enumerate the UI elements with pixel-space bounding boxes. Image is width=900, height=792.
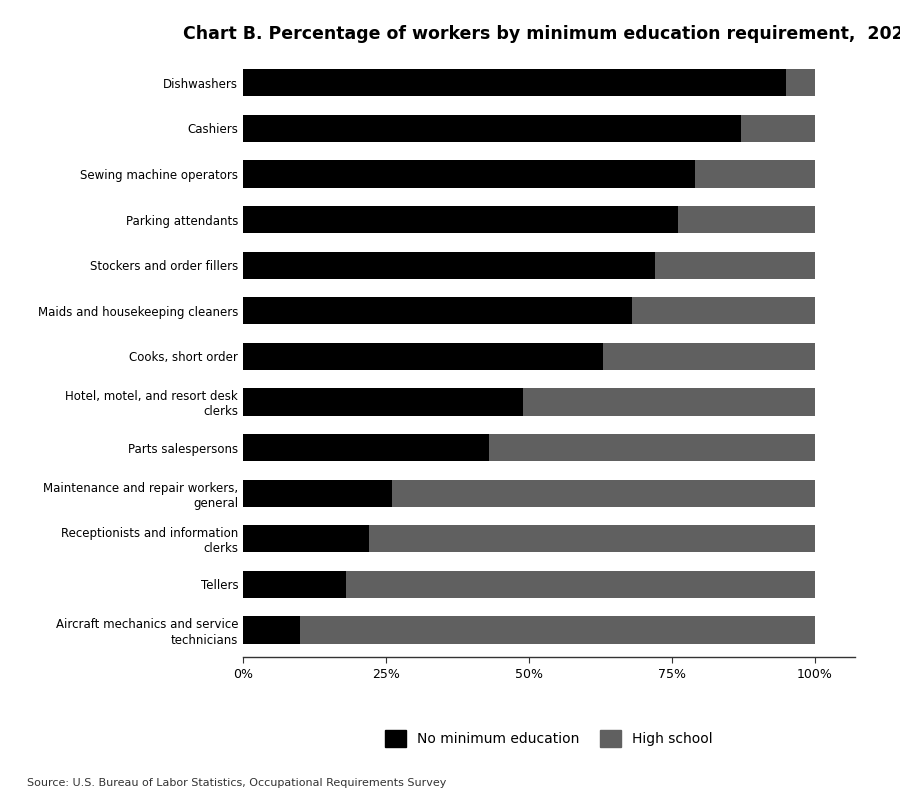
Bar <box>741 115 815 142</box>
Bar <box>603 343 815 370</box>
Bar <box>695 160 815 188</box>
Bar <box>243 388 523 416</box>
Bar <box>243 160 695 188</box>
Bar <box>523 388 815 416</box>
Bar <box>243 297 632 325</box>
Bar <box>489 434 815 461</box>
Bar <box>243 434 489 461</box>
Bar <box>369 525 815 553</box>
Bar <box>243 571 346 598</box>
Bar <box>243 479 392 507</box>
Bar <box>243 115 741 142</box>
Bar <box>392 479 815 507</box>
Bar <box>243 206 678 234</box>
Bar <box>346 571 815 598</box>
Bar <box>787 69 815 97</box>
Bar <box>655 252 815 279</box>
Legend: No minimum education, High school: No minimum education, High school <box>380 725 718 752</box>
Text: Source: U.S. Bureau of Labor Statistics, Occupational Requirements Survey: Source: U.S. Bureau of Labor Statistics,… <box>27 778 446 788</box>
Title: Chart B. Percentage of workers by minimum education requirement,  2024: Chart B. Percentage of workers by minimu… <box>183 25 900 43</box>
Bar <box>243 525 369 553</box>
Bar <box>632 297 815 325</box>
Bar <box>243 343 603 370</box>
Bar <box>678 206 815 234</box>
Bar <box>243 69 787 97</box>
Bar <box>301 616 815 644</box>
Bar <box>243 616 301 644</box>
Bar <box>243 252 655 279</box>
